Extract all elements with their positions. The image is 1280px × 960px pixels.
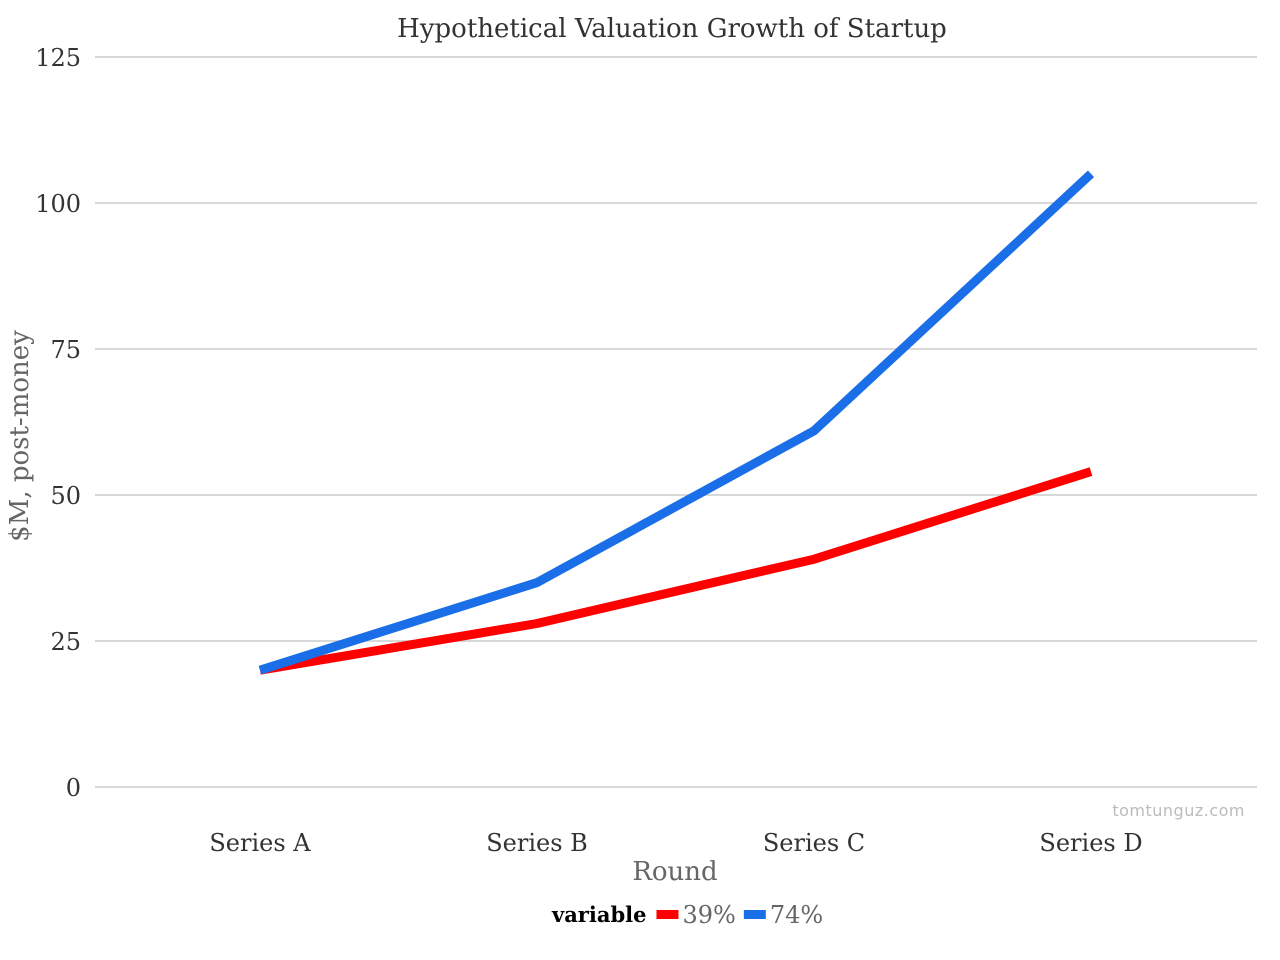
y-tick-label: 50 bbox=[50, 482, 81, 510]
y-tick-label: 100 bbox=[35, 190, 81, 218]
x-tick-label: Series A bbox=[209, 829, 311, 857]
x-axis-ticks: Series A Series B Series C Series D bbox=[209, 829, 1142, 857]
y-axis-ticks: 0 25 50 75 100 125 bbox=[35, 44, 81, 802]
y-tick-label: 25 bbox=[50, 628, 81, 656]
y-axis-label: $M, post-money bbox=[5, 330, 35, 542]
y-tick-label: 125 bbox=[35, 44, 81, 72]
legend-label: 74% bbox=[770, 901, 823, 929]
legend-label: 39% bbox=[682, 901, 735, 929]
legend-title: variable bbox=[551, 902, 646, 927]
legend-swatch bbox=[743, 910, 766, 919]
series-line-0 bbox=[259, 467, 1093, 675]
chart-title: Hypothetical Valuation Growth of Startup bbox=[397, 14, 947, 44]
y-tick-label: 0 bbox=[66, 774, 81, 802]
legend-swatch bbox=[656, 910, 679, 919]
x-tick-label: Series B bbox=[486, 829, 588, 857]
x-axis-label: Round bbox=[632, 857, 717, 887]
series-line-1 bbox=[258, 170, 1095, 675]
legend: variable 39% 74% bbox=[551, 901, 823, 929]
y-tick-label: 75 bbox=[50, 336, 81, 364]
gridlines bbox=[95, 56, 1257, 788]
watermark-text: tomtunguz.com bbox=[1112, 801, 1245, 820]
legend-items: 39% 74% bbox=[656, 901, 823, 929]
x-tick-label: Series C bbox=[763, 829, 865, 857]
x-tick-label: Series D bbox=[1039, 829, 1142, 857]
series-lines bbox=[258, 170, 1095, 675]
